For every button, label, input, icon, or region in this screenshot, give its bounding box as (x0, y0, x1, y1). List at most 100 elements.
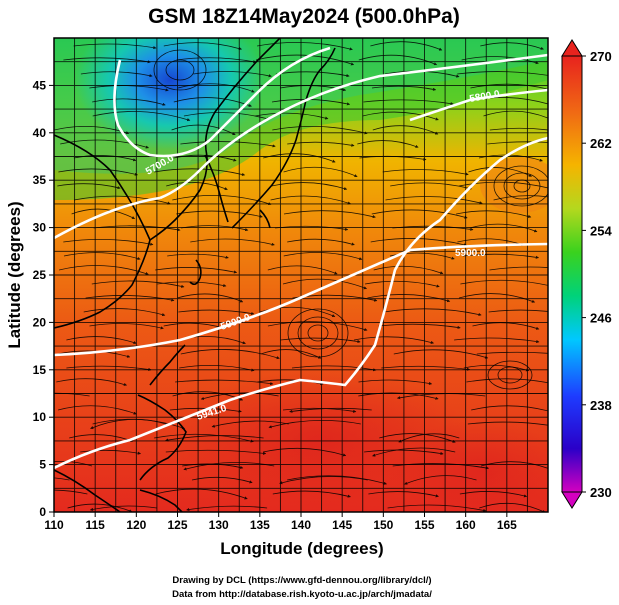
streamline (387, 504, 487, 512)
y-tick-label: 45 (33, 78, 47, 92)
streamline (67, 503, 133, 512)
streamline (368, 491, 439, 498)
y-axis: 0 5 10 15 20 25 30 35 40 45 (33, 78, 54, 519)
x-tick-label: 125 (167, 518, 187, 532)
streamline (260, 349, 322, 359)
streamline (381, 365, 471, 371)
streamline (163, 42, 243, 50)
streamline (367, 294, 451, 303)
streamline (390, 182, 472, 190)
y-tick-label: 10 (33, 410, 47, 424)
streamline (92, 98, 166, 106)
streamline (462, 253, 540, 259)
streamline (287, 475, 388, 485)
streamline (272, 125, 368, 135)
streamline (90, 418, 167, 429)
streamline (165, 449, 267, 455)
streamline (157, 281, 227, 288)
streamline (463, 364, 530, 372)
streamline (472, 322, 540, 330)
streamline (379, 433, 456, 443)
streamline (80, 449, 142, 455)
streamline (173, 97, 252, 107)
streamline (63, 252, 141, 260)
x-tick-label: 145 (332, 518, 352, 532)
streamline (73, 43, 157, 50)
streamline (267, 265, 338, 275)
streamline (362, 111, 439, 121)
y-tick-label: 25 (33, 268, 47, 282)
streamline (259, 306, 336, 318)
streamline (283, 252, 363, 261)
colorbar-tick-label: 230 (590, 485, 612, 500)
streamline (211, 420, 289, 428)
streamline (467, 421, 548, 426)
streamline (353, 336, 435, 344)
streamline (470, 83, 548, 90)
credit-data: Data from http://database.rish.kyoto-u.a… (172, 589, 432, 600)
streamline (378, 323, 461, 329)
streamline (373, 265, 444, 275)
streamline (69, 434, 134, 442)
warm-region-2 (390, 420, 548, 512)
streamline (178, 309, 255, 316)
x-tick-label: 165 (497, 518, 517, 532)
streamline (89, 323, 164, 330)
map-plot-area: 5900.0 5941.0 5900.0 5700.0 5800.0 (54, 38, 548, 512)
streamline (58, 405, 137, 415)
x-tick-label: 135 (250, 518, 270, 532)
colorbar-tick-label: 246 (590, 311, 612, 326)
streamline (271, 182, 348, 191)
x-tick-label: 150 (373, 518, 393, 532)
credit-drawing: Drawing by DCL (https://www.gfd-dennou.o… (172, 575, 431, 586)
streamline (384, 308, 482, 316)
streamline (279, 476, 368, 485)
streamline (283, 210, 376, 219)
streamline (92, 111, 191, 122)
streamline (73, 195, 171, 205)
chart-title: GSM 18Z14May2024 (500.0hPa) (148, 5, 460, 28)
colorbar-tick-label: 254 (590, 223, 612, 238)
streamline (93, 225, 181, 232)
streamline (56, 378, 128, 386)
vortices (153, 49, 548, 390)
x-tick-label: 155 (414, 518, 434, 532)
streamline (54, 392, 90, 397)
streamline (267, 321, 368, 331)
streamline (382, 169, 469, 176)
colorbar: 270 262 254 246 238 230 (561, 39, 612, 509)
streamline (89, 505, 157, 511)
streamline (393, 349, 489, 359)
contour-label: 5900.0 (455, 248, 486, 259)
x-tick-label: 120 (126, 518, 146, 532)
streamline (175, 379, 274, 386)
streamline (291, 365, 377, 372)
height-contours (54, 46, 548, 470)
streamline (180, 141, 276, 148)
streamline (91, 280, 185, 288)
streamline (263, 447, 347, 457)
streamline (166, 181, 228, 190)
streamline (155, 267, 238, 274)
y-tick-label: 40 (33, 126, 47, 140)
streamline (193, 71, 272, 78)
colorbar-min-arrow (561, 491, 583, 509)
streamline (54, 477, 70, 481)
streamline (372, 125, 439, 135)
colorbar-tick-label: 270 (590, 49, 612, 64)
y-tick-label: 30 (33, 221, 47, 235)
streamline (454, 337, 540, 344)
streamline (282, 407, 357, 413)
streamline (289, 407, 372, 413)
coastlines (54, 38, 336, 512)
streamline (179, 364, 255, 372)
streamline (268, 420, 361, 429)
streamline (370, 41, 443, 51)
streamline (73, 155, 137, 162)
streamline (371, 209, 468, 219)
streamline (280, 337, 361, 344)
streamline (364, 280, 440, 288)
x-tick-label: 130 (209, 518, 229, 532)
streamline (363, 99, 454, 106)
